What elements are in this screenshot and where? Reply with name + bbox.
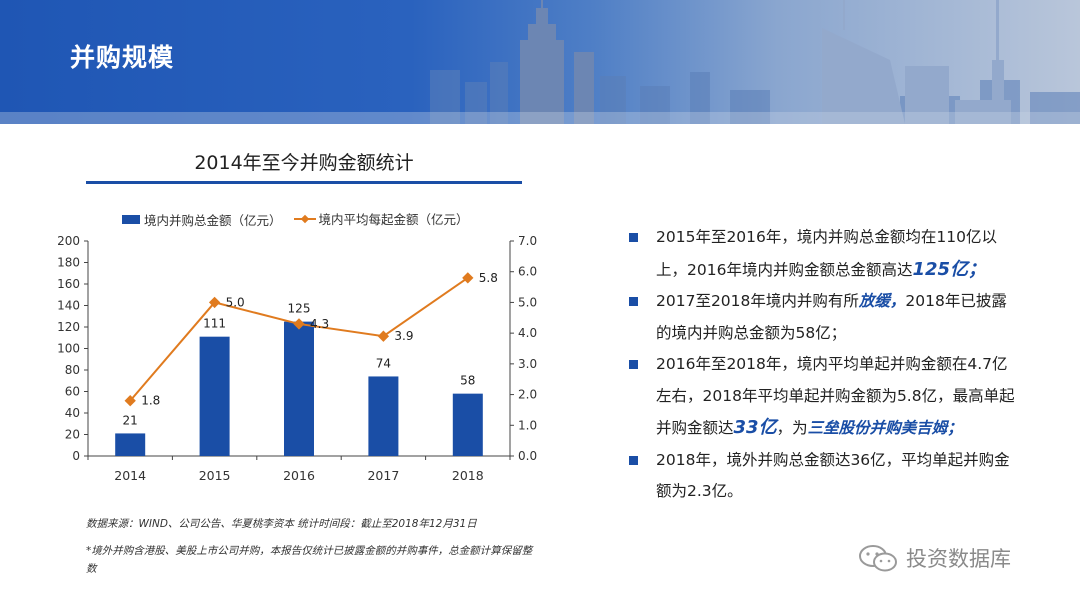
legend-line-swatch — [293, 214, 316, 223]
title-divider — [86, 181, 522, 184]
note-text: 2018年，境外并购总金额达36亿，平均单起并购金额为2.3亿。 — [656, 450, 1010, 501]
bar — [452, 393, 483, 456]
note-item: 2017至2018年境内并购有所放缓，2018年已披露的境内并购总金额为58亿； — [620, 286, 1020, 349]
y-right-tick-label: 0.0 — [518, 449, 537, 463]
y-right-tick-label: 2.0 — [518, 388, 537, 402]
line-data-label: 5.0 — [226, 295, 245, 309]
bar — [199, 336, 230, 456]
legend-item-line: 境内平均每起金额（亿元） — [293, 209, 469, 228]
line-point — [377, 330, 390, 342]
x-tick-label: 2017 — [367, 468, 399, 483]
line-data-label: 1.8 — [141, 394, 160, 408]
note-highlight: 三垒股份并购美吉姆； — [807, 419, 963, 437]
notes-list: 2015年至2016年，境内并购总金额均在110亿以上，2016年境内并购金额总… — [620, 222, 1020, 508]
line-point — [208, 296, 221, 309]
line-point — [293, 318, 305, 330]
chart-legend: 境内并购总金额（亿元） 境内平均每起金额（亿元） — [122, 209, 477, 229]
x-tick-label: 2016 — [283, 468, 315, 483]
bar-data-label: 74 — [376, 356, 391, 370]
note-text: ，为 — [776, 419, 808, 437]
y-left-tick-label: 100 — [57, 342, 80, 356]
legend-bar-swatch — [122, 214, 140, 224]
bullet-square-icon — [629, 360, 638, 369]
data-source: 数据来源：WIND、公司公告、华夏桃李资本 统计时间段：截止至2018年12月3… — [86, 518, 477, 530]
y-right-tick-label: 1.0 — [518, 418, 537, 432]
header-banner: 并购规模 — [0, 0, 1080, 124]
note-item: 2016年至2018年，境内平均单起并购金额在4.7亿左右，2018年平均单起并… — [620, 349, 1020, 445]
line-data-label: 4.3 — [310, 317, 329, 331]
bar-data-label: 125 — [288, 302, 311, 316]
note-highlight: 125亿； — [912, 258, 987, 280]
wechat-icon — [859, 545, 897, 572]
note-text: 2017至2018年境内并购有所 — [656, 292, 859, 310]
y-left-tick-label: 80 — [65, 363, 80, 377]
y-left-tick-label: 60 — [65, 385, 80, 399]
y-right-tick-label: 7.0 — [518, 234, 537, 248]
x-tick-label: 2014 — [114, 468, 146, 483]
watermark-label: 投资数据库 — [906, 547, 1011, 571]
y-left-tick-label: 120 — [57, 320, 80, 334]
bar-data-label: 58 — [460, 374, 475, 388]
line-point — [124, 395, 136, 407]
bar — [368, 376, 399, 456]
note-highlight: 放缓， — [858, 292, 906, 310]
note-item: 2018年，境外并购总金额达36亿，平均单起并购金额为2.3亿。 — [620, 445, 1020, 508]
y-left-tick-label: 0 — [72, 449, 80, 463]
legend-bar-label: 境内并购总金额（亿元） — [144, 212, 282, 228]
line-point — [462, 272, 474, 284]
y-left-tick-label: 160 — [57, 277, 80, 291]
line-data-label: 5.8 — [479, 271, 498, 285]
bullet-square-icon — [629, 233, 638, 242]
bar-data-label: 111 — [203, 317, 226, 331]
chart-title: 2014年至今并购金额统计 — [194, 152, 414, 174]
y-left-tick-label: 40 — [65, 406, 80, 420]
x-tick-label: 2015 — [199, 468, 231, 483]
y-right-tick-label: 5.0 — [518, 295, 537, 309]
legend-item-bar: 境内并购总金额（亿元） — [122, 210, 282, 229]
footnote: *境外并购含港股、美股上市公司并购，本报告仅统计已披露金额的并购事件，总金额计算… — [86, 545, 533, 575]
note-item: 2015年至2016年，境内并购总金额均在110亿以上，2016年境内并购金额总… — [620, 222, 1020, 286]
bullet-square-icon — [629, 455, 638, 465]
bar-data-label: 21 — [123, 413, 138, 427]
watermark: 投资数据库 — [858, 543, 1011, 573]
note-text: 2015年至2016年，境内并购总金额均在110亿以上，2016年境内并购金额总… — [656, 228, 997, 279]
note-text: 2016年至2018年，境内平均单起并购金额在4.7亿左右，2018年平均单起并… — [656, 355, 1015, 437]
combo-chart: 0 20 40 60 80 100 120 140 160 180 200 0.0 1.0 2.0 3.0 4… — [57, 234, 537, 483]
city-skyline-graphic — [0, 0, 1080, 124]
y-left-tick-label: 180 — [57, 256, 80, 270]
note-highlight: 33亿 — [733, 417, 777, 438]
y-left-tick-label: 140 — [57, 299, 80, 313]
y-right-tick-label: 6.0 — [518, 265, 537, 279]
y-left-tick-label: 200 — [57, 234, 80, 248]
bar — [115, 433, 146, 456]
line-data-label: 3.9 — [394, 329, 413, 343]
y-right-tick-label: 3.0 — [518, 357, 537, 371]
note-text: 2018年已披露的境内并购总金额为58亿； — [656, 292, 1007, 342]
y-right-tick-label: 4.0 — [518, 326, 537, 340]
bullet-square-icon — [629, 297, 638, 306]
y-left-tick-label: 20 — [65, 428, 80, 442]
legend-line-label: 境内平均每起金额（亿元） — [318, 212, 469, 227]
bar — [284, 321, 314, 456]
page-title: 并购规模 — [70, 43, 175, 72]
x-tick-label: 2018 — [452, 468, 484, 483]
